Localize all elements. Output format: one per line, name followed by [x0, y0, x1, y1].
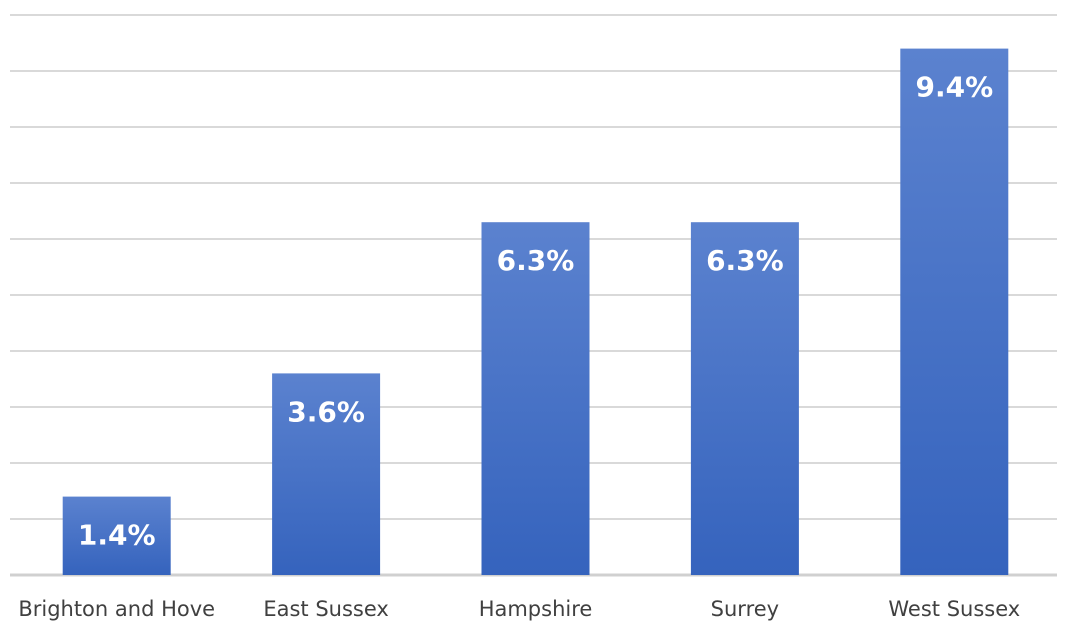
bar-value-labels: 1.4% 3.6% 6.3% 6.3% 9.4% — [78, 71, 993, 552]
category-label: Hampshire — [479, 597, 593, 621]
category-label: West Sussex — [888, 597, 1020, 621]
bar — [62, 496, 171, 575]
bar-value-label: 6.3% — [706, 244, 784, 277]
category-label: Brighton and Hove — [18, 597, 215, 621]
bar-value-label: 6.3% — [497, 244, 575, 277]
bar-value-label: 3.6% — [287, 395, 365, 428]
bar — [481, 222, 590, 575]
bar — [900, 48, 1009, 576]
bar — [272, 373, 381, 575]
category-label: Surrey — [711, 597, 779, 621]
category-label: East Sussex — [263, 597, 389, 621]
bar-value-label: 1.4% — [78, 519, 156, 552]
bars — [62, 48, 1009, 576]
bar-value-label: 9.4% — [915, 71, 993, 104]
bar — [690, 222, 799, 575]
category-labels: Brighton and Hove East Sussex Hampshire Sur… — [18, 597, 1020, 621]
